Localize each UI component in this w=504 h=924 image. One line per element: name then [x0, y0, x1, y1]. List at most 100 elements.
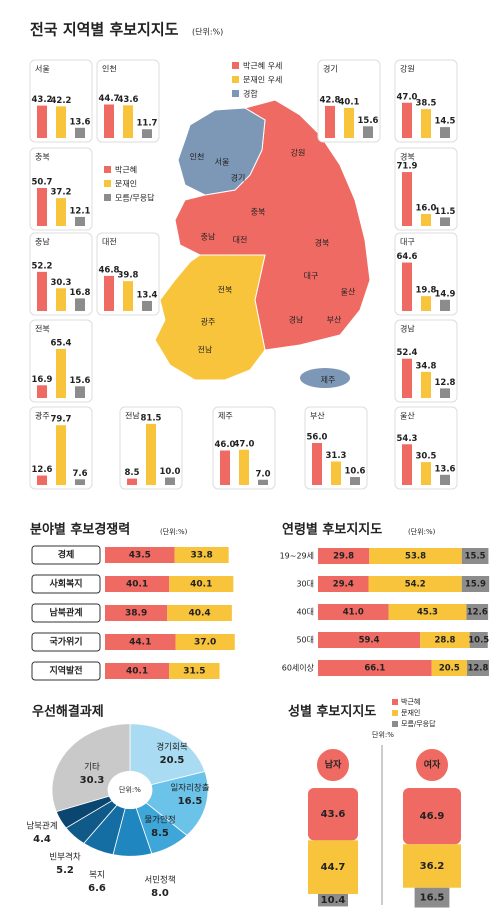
- region-name: 부산: [310, 411, 325, 421]
- bar: [318, 548, 370, 564]
- value-label: 13.4: [137, 290, 158, 300]
- map-label: 대구: [304, 272, 319, 281]
- bar: [37, 385, 47, 398]
- map-label: 경북: [315, 238, 330, 248]
- legend-label: 박근혜: [115, 165, 137, 175]
- unit: 단위:%: [372, 730, 394, 739]
- value-label: 29.4: [333, 580, 354, 590]
- bar: [469, 632, 488, 648]
- value-label: 30.5: [416, 452, 437, 462]
- legend-swatch: [392, 710, 398, 716]
- map-label: 경기: [231, 173, 246, 183]
- bar: [440, 127, 450, 138]
- value-label: 19.8: [416, 286, 437, 296]
- bar: [421, 109, 431, 138]
- bar: [105, 605, 168, 621]
- value-label: 15.9: [465, 580, 486, 590]
- unit: (단위:%): [408, 527, 436, 536]
- slice-value: 8.5: [151, 828, 169, 839]
- value-label: 53.8: [405, 552, 426, 562]
- value-label: 65.4: [51, 338, 72, 348]
- bar: [312, 443, 322, 485]
- bar: [175, 634, 235, 650]
- region-name: 인천: [102, 64, 117, 74]
- region-name: 충남: [35, 238, 50, 247]
- value-label: 39.8: [118, 271, 139, 281]
- value-label: 54.3: [397, 434, 418, 444]
- bar: [331, 461, 341, 485]
- value-label: 36.2: [420, 861, 445, 872]
- map-label: 경남: [289, 315, 304, 325]
- value-label: 16.0: [416, 204, 437, 214]
- value-label: 12.6: [32, 465, 53, 475]
- bar: [56, 425, 66, 485]
- value-label: 43.6: [118, 95, 139, 105]
- value-label: 13.6: [70, 117, 91, 127]
- bar: [344, 107, 354, 138]
- region-name: 광주: [35, 411, 50, 421]
- map-label: 제주: [321, 376, 336, 385]
- value-label: 16.9: [32, 375, 53, 385]
- bar: [105, 663, 170, 679]
- map-label: 전남: [198, 345, 213, 355]
- value-label: 11.7: [137, 119, 158, 129]
- bar: [318, 632, 421, 648]
- bar: [258, 479, 268, 485]
- category-box: [31, 603, 101, 623]
- map-label: 충남: [201, 233, 216, 242]
- legend-label: 박근혜 우세: [243, 61, 282, 71]
- bar: [461, 576, 490, 592]
- slice-value: 30.3: [80, 775, 105, 786]
- value-label: 15.6: [70, 376, 91, 386]
- bar: [37, 105, 47, 138]
- bar: [142, 129, 152, 138]
- map-region: [300, 368, 350, 388]
- region-name: 제주: [218, 412, 233, 421]
- slice-value: 6.6: [88, 883, 106, 894]
- map-label: 강원: [291, 148, 306, 158]
- value-label: 47.0: [397, 92, 418, 102]
- section-title: 분야별 후보경쟁력: [30, 522, 130, 538]
- map-label: 인천: [190, 152, 205, 162]
- body-part: [308, 788, 358, 841]
- category-box: [31, 661, 101, 681]
- value-label: 7.0: [255, 469, 270, 479]
- value-label: 37.2: [51, 188, 72, 198]
- body-part: [403, 788, 461, 845]
- region-name: 강원: [400, 64, 415, 74]
- value-label: 12.8: [435, 378, 456, 388]
- section-title: 전국 지역별 후보지지도: [30, 21, 179, 39]
- bar: [142, 300, 152, 311]
- value-label: 44.7: [321, 862, 346, 873]
- value-label: 15.5: [465, 552, 486, 562]
- legend-label: 문재인: [401, 708, 420, 717]
- bar: [239, 449, 249, 485]
- bar: [363, 126, 373, 138]
- region-name: 경북: [400, 152, 415, 162]
- bar: [402, 444, 412, 485]
- value-label: 66.1: [364, 664, 385, 674]
- bar: [368, 576, 462, 592]
- value-label: 38.5: [416, 99, 437, 109]
- map-region: [177, 107, 266, 196]
- bar: [123, 105, 133, 138]
- bar: [174, 547, 229, 563]
- map-region: [154, 254, 266, 381]
- bar: [421, 371, 431, 398]
- value-label: 10.0: [160, 467, 181, 477]
- value-label: 79.7: [51, 415, 72, 425]
- bar: [75, 386, 85, 398]
- bar: [440, 388, 450, 398]
- bar: [105, 547, 175, 563]
- head: [414, 747, 450, 783]
- category-label: 60세이상: [282, 663, 315, 673]
- value-label: 31.3: [326, 451, 347, 461]
- category-box: [31, 632, 101, 652]
- value-label: 29.8: [333, 552, 354, 562]
- value-label: 46.0: [215, 440, 236, 450]
- bar: [325, 105, 335, 138]
- value-label: 56.0: [307, 433, 328, 443]
- value-label: 43.2: [32, 95, 53, 105]
- map-label: 대전: [233, 235, 248, 245]
